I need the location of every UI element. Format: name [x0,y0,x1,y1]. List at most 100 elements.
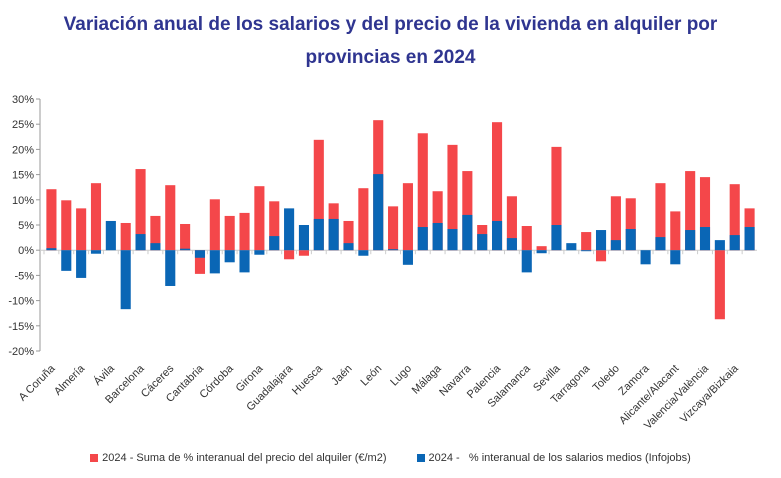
bar-rent [670,211,681,251]
y-tick-label: -15% [8,321,34,333]
bar-salary [254,250,265,255]
bar-rent [388,206,399,251]
bar-salary [566,243,577,251]
legend-label-rent: 2024 - Suma de % interanual del precio d… [102,452,387,464]
bar-salary [595,230,607,251]
y-tick-label: 20% [12,144,34,156]
bar-salary [388,249,399,251]
bar-rent [61,200,72,251]
bar-rent [714,250,725,320]
bar-rent [610,196,621,251]
bar-salary [239,250,250,273]
bar-salary [432,222,443,251]
title-line-1: Variación anual de los salarios y del pr… [63,14,718,35]
bar-salary [744,227,755,251]
x-tick-label: León [359,363,385,389]
bar-salary [209,250,220,274]
bar-rent [90,183,102,251]
bar-salary [506,238,517,251]
bar-rent [402,183,413,251]
bar-rent [581,232,592,251]
bar-salary [551,225,562,251]
bar-rent [239,212,250,251]
bar-salary [670,250,681,265]
title-line-2: provincias en 2024 [305,47,476,68]
chart-title: Variación anual de los salarios y del pr… [0,8,781,74]
bar-salary [120,250,131,310]
bar-rent [595,250,607,262]
bar-salary [640,250,651,265]
bar-rent [76,208,87,251]
bar-rent [655,183,666,251]
y-tick-label: 15% [12,170,34,182]
bar-salary [655,237,666,251]
x-tick-label: Lugo [388,363,414,389]
bar-salary [462,214,473,251]
legend-swatch-salary [416,454,425,462]
y-tick-label: -10% [8,296,34,308]
bar-rent [313,139,324,251]
x-tick-label: Ávila [91,361,118,388]
x-tick-label: Almería [52,362,88,398]
legend-item-salary: 2024 - % interanual de los salarios medi… [416,452,691,464]
bar-salary [699,227,711,251]
bar-salary [581,250,592,252]
legend: 2024 - Suma de % interanual del precio d… [0,452,781,464]
bar-rent [150,215,161,251]
bar-salary [714,240,725,251]
bar-salary [477,234,488,251]
bar-salary [373,174,384,251]
y-tick-label: -20% [8,346,34,358]
bar-salary [105,220,116,251]
bar-rent [298,250,309,256]
bar-salary [284,208,295,251]
bar-salary [492,220,503,251]
y-tick-label: 0% [18,245,34,257]
bar-salary [417,227,428,251]
bar-salary [685,230,696,251]
bar-salary [343,243,354,251]
bar-rent [625,198,636,251]
x-tick-label: A Coruña [17,362,59,404]
bar-salary [625,229,636,251]
bar-rent [254,186,265,251]
bar-rent [224,215,235,251]
x-tick-label: Huesca [290,362,325,397]
bar-salary [298,225,309,251]
bar-rent [521,226,532,251]
bar-salary [165,250,176,286]
bar-salary [521,250,532,273]
legend-label-salary: 2024 - % interanual de los salarios medi… [428,452,691,464]
legend-swatch-rent [90,454,99,462]
bar-rent [492,122,503,251]
y-tick-label: 30% [12,94,34,106]
bar-rent [447,144,458,251]
bar-salary [194,250,206,258]
bar-salary [313,218,324,251]
bar-salary [46,248,57,251]
bar-salary [729,235,740,251]
bar-salary [328,218,339,251]
bar-rent [269,201,280,251]
bar-salary [402,250,413,265]
y-tick-label: 25% [12,119,34,131]
bar-salary [269,236,280,251]
bar-rent [209,199,220,251]
bar-rent [699,177,711,251]
legend-item-rent: 2024 - Suma de % interanual del precio d… [90,452,387,464]
bar-salary [536,250,547,254]
bar-rent [536,246,547,251]
bar-rent [417,133,428,251]
bar-rent [194,250,206,274]
bar-rent [180,223,191,251]
bar-rent [46,189,57,251]
x-tick-label: Jaén [329,363,354,388]
bar-rent [462,171,473,251]
bar-rent [551,146,562,251]
y-tick-label: -5% [14,270,34,282]
bar-salary [447,229,458,251]
bar-rent [343,220,354,251]
bar-rent [729,184,740,251]
bar-salary [358,250,369,256]
